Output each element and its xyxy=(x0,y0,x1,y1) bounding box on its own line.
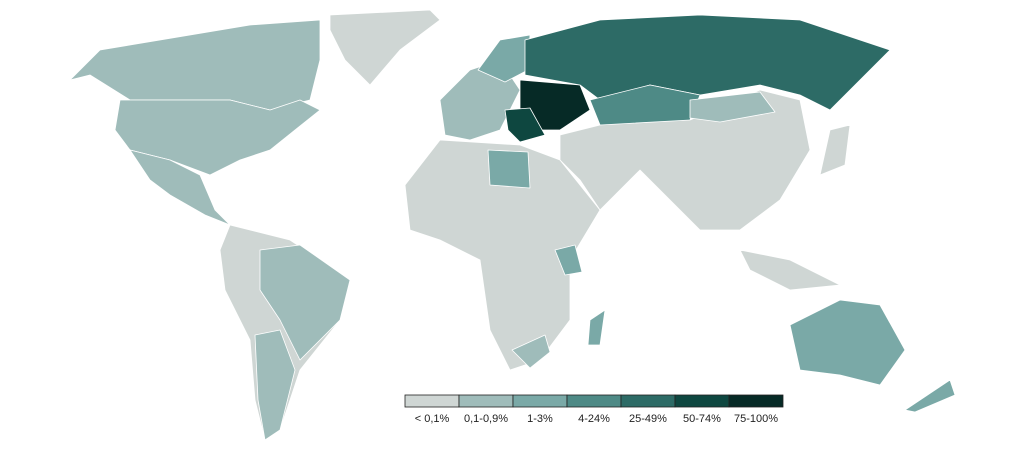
chile-argentina xyxy=(254,329,296,441)
legend-swatch xyxy=(674,394,730,408)
legend-swatch xyxy=(512,394,568,408)
legend-swatch xyxy=(728,394,784,408)
libya xyxy=(487,149,531,189)
legend-label: 75-100% xyxy=(734,413,778,425)
canada xyxy=(69,19,321,111)
greenland xyxy=(329,9,441,86)
regions xyxy=(69,9,956,441)
legend-swatch xyxy=(404,394,460,408)
russia xyxy=(524,14,891,111)
africa xyxy=(404,139,601,371)
indonesia xyxy=(739,249,841,291)
south-africa xyxy=(511,334,551,369)
legend-label: < 0,1% xyxy=(415,413,450,425)
legend-label: 50-74% xyxy=(683,413,721,425)
madagascar xyxy=(587,309,606,346)
balkans xyxy=(504,107,546,143)
legend-label: 25-49% xyxy=(629,413,667,425)
legend-swatch xyxy=(566,394,622,408)
new-zealand xyxy=(904,379,956,413)
legend-label: 1-3% xyxy=(527,413,553,425)
legend-swatch xyxy=(620,394,676,408)
usa xyxy=(114,99,321,176)
kenya xyxy=(554,244,583,276)
legend-swatch xyxy=(458,394,514,408)
legend-label: 0,1-0,9% xyxy=(464,413,508,425)
japan xyxy=(819,124,851,176)
brazil xyxy=(259,244,351,361)
mongolia xyxy=(689,91,776,123)
legend: < 0,1% 0,1-0,9% 1-3% 4-24% 25-49% 50-74% 75-10… xyxy=(404,394,784,425)
australia xyxy=(789,299,906,386)
legend-label: 4-24% xyxy=(578,413,610,425)
